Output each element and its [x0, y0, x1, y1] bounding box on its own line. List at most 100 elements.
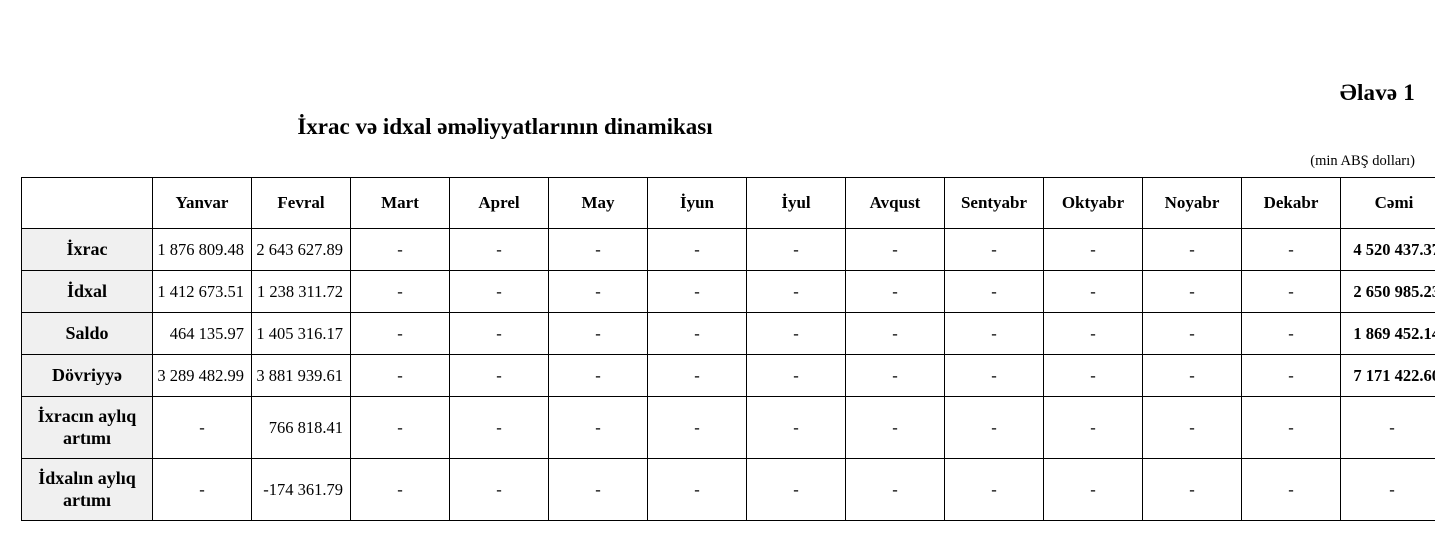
cell-ixrac-fevral: 2 643 627.89: [251, 228, 351, 271]
cell-ixrac-oktyabr: -: [1043, 228, 1143, 271]
cell-ixracin-artimi-oktyabr: -: [1043, 396, 1143, 459]
cell-dovriyye-oktyabr: -: [1043, 354, 1143, 397]
cell-dovriyye-iyul: -: [746, 354, 846, 397]
cell-ixrac-noyabr: -: [1142, 228, 1242, 271]
column-header-iyul: İyul: [746, 177, 846, 229]
cell-ixracin-artimi-sentyabr: -: [944, 396, 1044, 459]
table-head: Yanvar Fevral Mart Aprel May İyun İyul A…: [21, 177, 1435, 229]
cell-ixracin-artimi-total: -: [1340, 396, 1435, 459]
cell-ixracin-artimi-dekabr: -: [1241, 396, 1341, 459]
cell-idxalin-artimi-avqust: -: [845, 458, 945, 521]
cell-idxalin-artimi-total: -: [1340, 458, 1435, 521]
table-row: İxrac 1 876 809.48 2 643 627.89 - - - - …: [21, 228, 1435, 271]
table-row: İxracın aylıq artımı - 766 818.41 - - - …: [21, 396, 1435, 459]
cell-idxalin-artimi-yanvar: -: [152, 458, 252, 521]
cell-dovriyye-may: -: [548, 354, 648, 397]
column-header-fevral: Fevral: [251, 177, 351, 229]
cell-saldo-iyul: -: [746, 312, 846, 355]
cell-dovriyye-avqust: -: [845, 354, 945, 397]
column-header-may: May: [548, 177, 648, 229]
cell-saldo-mart: -: [350, 312, 450, 355]
cell-dovriyye-aprel: -: [449, 354, 549, 397]
column-header-total: Cəmi: [1340, 177, 1435, 229]
cell-idxal-mart: -: [350, 270, 450, 313]
table-container: Yanvar Fevral Mart Aprel May İyun İyul A…: [21, 177, 1435, 521]
cell-saldo-aprel: -: [449, 312, 549, 355]
cell-dovriyye-noyabr: -: [1142, 354, 1242, 397]
cell-idxal-aprel: -: [449, 270, 549, 313]
cell-dovriyye-yanvar: 3 289 482.99: [152, 354, 252, 397]
table-corner-header: [21, 177, 153, 229]
cell-ixracin-artimi-iyul: -: [746, 396, 846, 459]
column-header-sentyabr: Sentyabr: [944, 177, 1044, 229]
cell-ixrac-dekabr: -: [1241, 228, 1341, 271]
cell-idxalin-artimi-dekabr: -: [1241, 458, 1341, 521]
cell-ixracin-artimi-fevral: 766 818.41: [251, 396, 351, 459]
row-label-idxal: İdxal: [21, 270, 153, 313]
cell-saldo-noyabr: -: [1142, 312, 1242, 355]
cell-idxal-dekabr: -: [1241, 270, 1341, 313]
cell-dovriyye-mart: -: [350, 354, 450, 397]
table-row: Dövriyyə 3 289 482.99 3 881 939.61 - - -…: [21, 354, 1435, 397]
cell-ixracin-artimi-iyun: -: [647, 396, 747, 459]
cell-ixrac-iyun: -: [647, 228, 747, 271]
table-row: Saldo 464 135.97 1 405 316.17 - - - - - …: [21, 312, 1435, 355]
column-header-avqust: Avqust: [845, 177, 945, 229]
cell-ixrac-aprel: -: [449, 228, 549, 271]
table-body: İxrac 1 876 809.48 2 643 627.89 - - - - …: [21, 228, 1435, 521]
table-header-row: Yanvar Fevral Mart Aprel May İyun İyul A…: [21, 177, 1435, 229]
cell-ixrac-may: -: [548, 228, 648, 271]
page-title: İxrac və idxal əməliyyatlarının dinamika…: [297, 114, 713, 139]
cell-idxalin-artimi-mart: -: [350, 458, 450, 521]
cell-saldo-may: -: [548, 312, 648, 355]
cell-saldo-sentyabr: -: [944, 312, 1044, 355]
cell-ixrac-total: 4 520 437.37: [1340, 228, 1435, 271]
cell-idxalin-artimi-sentyabr: -: [944, 458, 1044, 521]
row-label-idxalin-ayliq-artimi: İdxalın aylıq artımı: [21, 458, 153, 521]
table-row: İdxal 1 412 673.51 1 238 311.72 - - - - …: [21, 270, 1435, 313]
cell-dovriyye-iyun: -: [647, 354, 747, 397]
column-header-oktyabr: Oktyabr: [1043, 177, 1143, 229]
cell-idxalin-artimi-noyabr: -: [1142, 458, 1242, 521]
column-header-yanvar: Yanvar: [152, 177, 252, 229]
cell-idxalin-artimi-oktyabr: -: [1043, 458, 1143, 521]
cell-idxal-fevral: 1 238 311.72: [251, 270, 351, 313]
cell-dovriyye-total: 7 171 422.60: [1340, 354, 1435, 397]
cell-idxal-iyun: -: [647, 270, 747, 313]
column-header-dekabr: Dekabr: [1241, 177, 1341, 229]
cell-ixrac-iyul: -: [746, 228, 846, 271]
column-header-mart: Mart: [350, 177, 450, 229]
cell-idxal-iyul: -: [746, 270, 846, 313]
cell-dovriyye-fevral: 3 881 939.61: [251, 354, 351, 397]
cell-idxal-yanvar: 1 412 673.51: [152, 270, 252, 313]
cell-ixracin-artimi-mart: -: [350, 396, 450, 459]
cell-dovriyye-sentyabr: -: [944, 354, 1044, 397]
cell-idxalin-artimi-may: -: [548, 458, 648, 521]
cell-saldo-avqust: -: [845, 312, 945, 355]
row-label-saldo: Saldo: [21, 312, 153, 355]
cell-idxal-noyabr: -: [1142, 270, 1242, 313]
row-label-ixracin-ayliq-artimi: İxracın aylıq artımı: [21, 396, 153, 459]
cell-ixracin-artimi-may: -: [548, 396, 648, 459]
table-row: İdxalın aylıq artımı - -174 361.79 - - -…: [21, 458, 1435, 521]
cell-ixrac-sentyabr: -: [944, 228, 1044, 271]
cell-idxalin-artimi-fevral: -174 361.79: [251, 458, 351, 521]
cell-ixracin-artimi-yanvar: -: [152, 396, 252, 459]
column-header-iyun: İyun: [647, 177, 747, 229]
cell-idxal-sentyabr: -: [944, 270, 1044, 313]
cell-saldo-total: 1 869 452.14: [1340, 312, 1435, 355]
cell-saldo-fevral: 1 405 316.17: [251, 312, 351, 355]
cell-saldo-dekabr: -: [1241, 312, 1341, 355]
trade-dynamics-table: Yanvar Fevral Mart Aprel May İyun İyul A…: [21, 177, 1435, 521]
cell-ixrac-yanvar: 1 876 809.48: [152, 228, 252, 271]
cell-saldo-yanvar: 464 135.97: [152, 312, 252, 355]
row-label-ixrac: İxrac: [21, 228, 153, 271]
cell-saldo-iyun: -: [647, 312, 747, 355]
cell-dovriyye-dekabr: -: [1241, 354, 1341, 397]
row-label-dovriyye: Dövriyyə: [21, 354, 153, 397]
units-note: (min ABŞ dolları): [1310, 153, 1415, 169]
cell-idxal-may: -: [548, 270, 648, 313]
column-header-aprel: Aprel: [449, 177, 549, 229]
cell-idxal-oktyabr: -: [1043, 270, 1143, 313]
